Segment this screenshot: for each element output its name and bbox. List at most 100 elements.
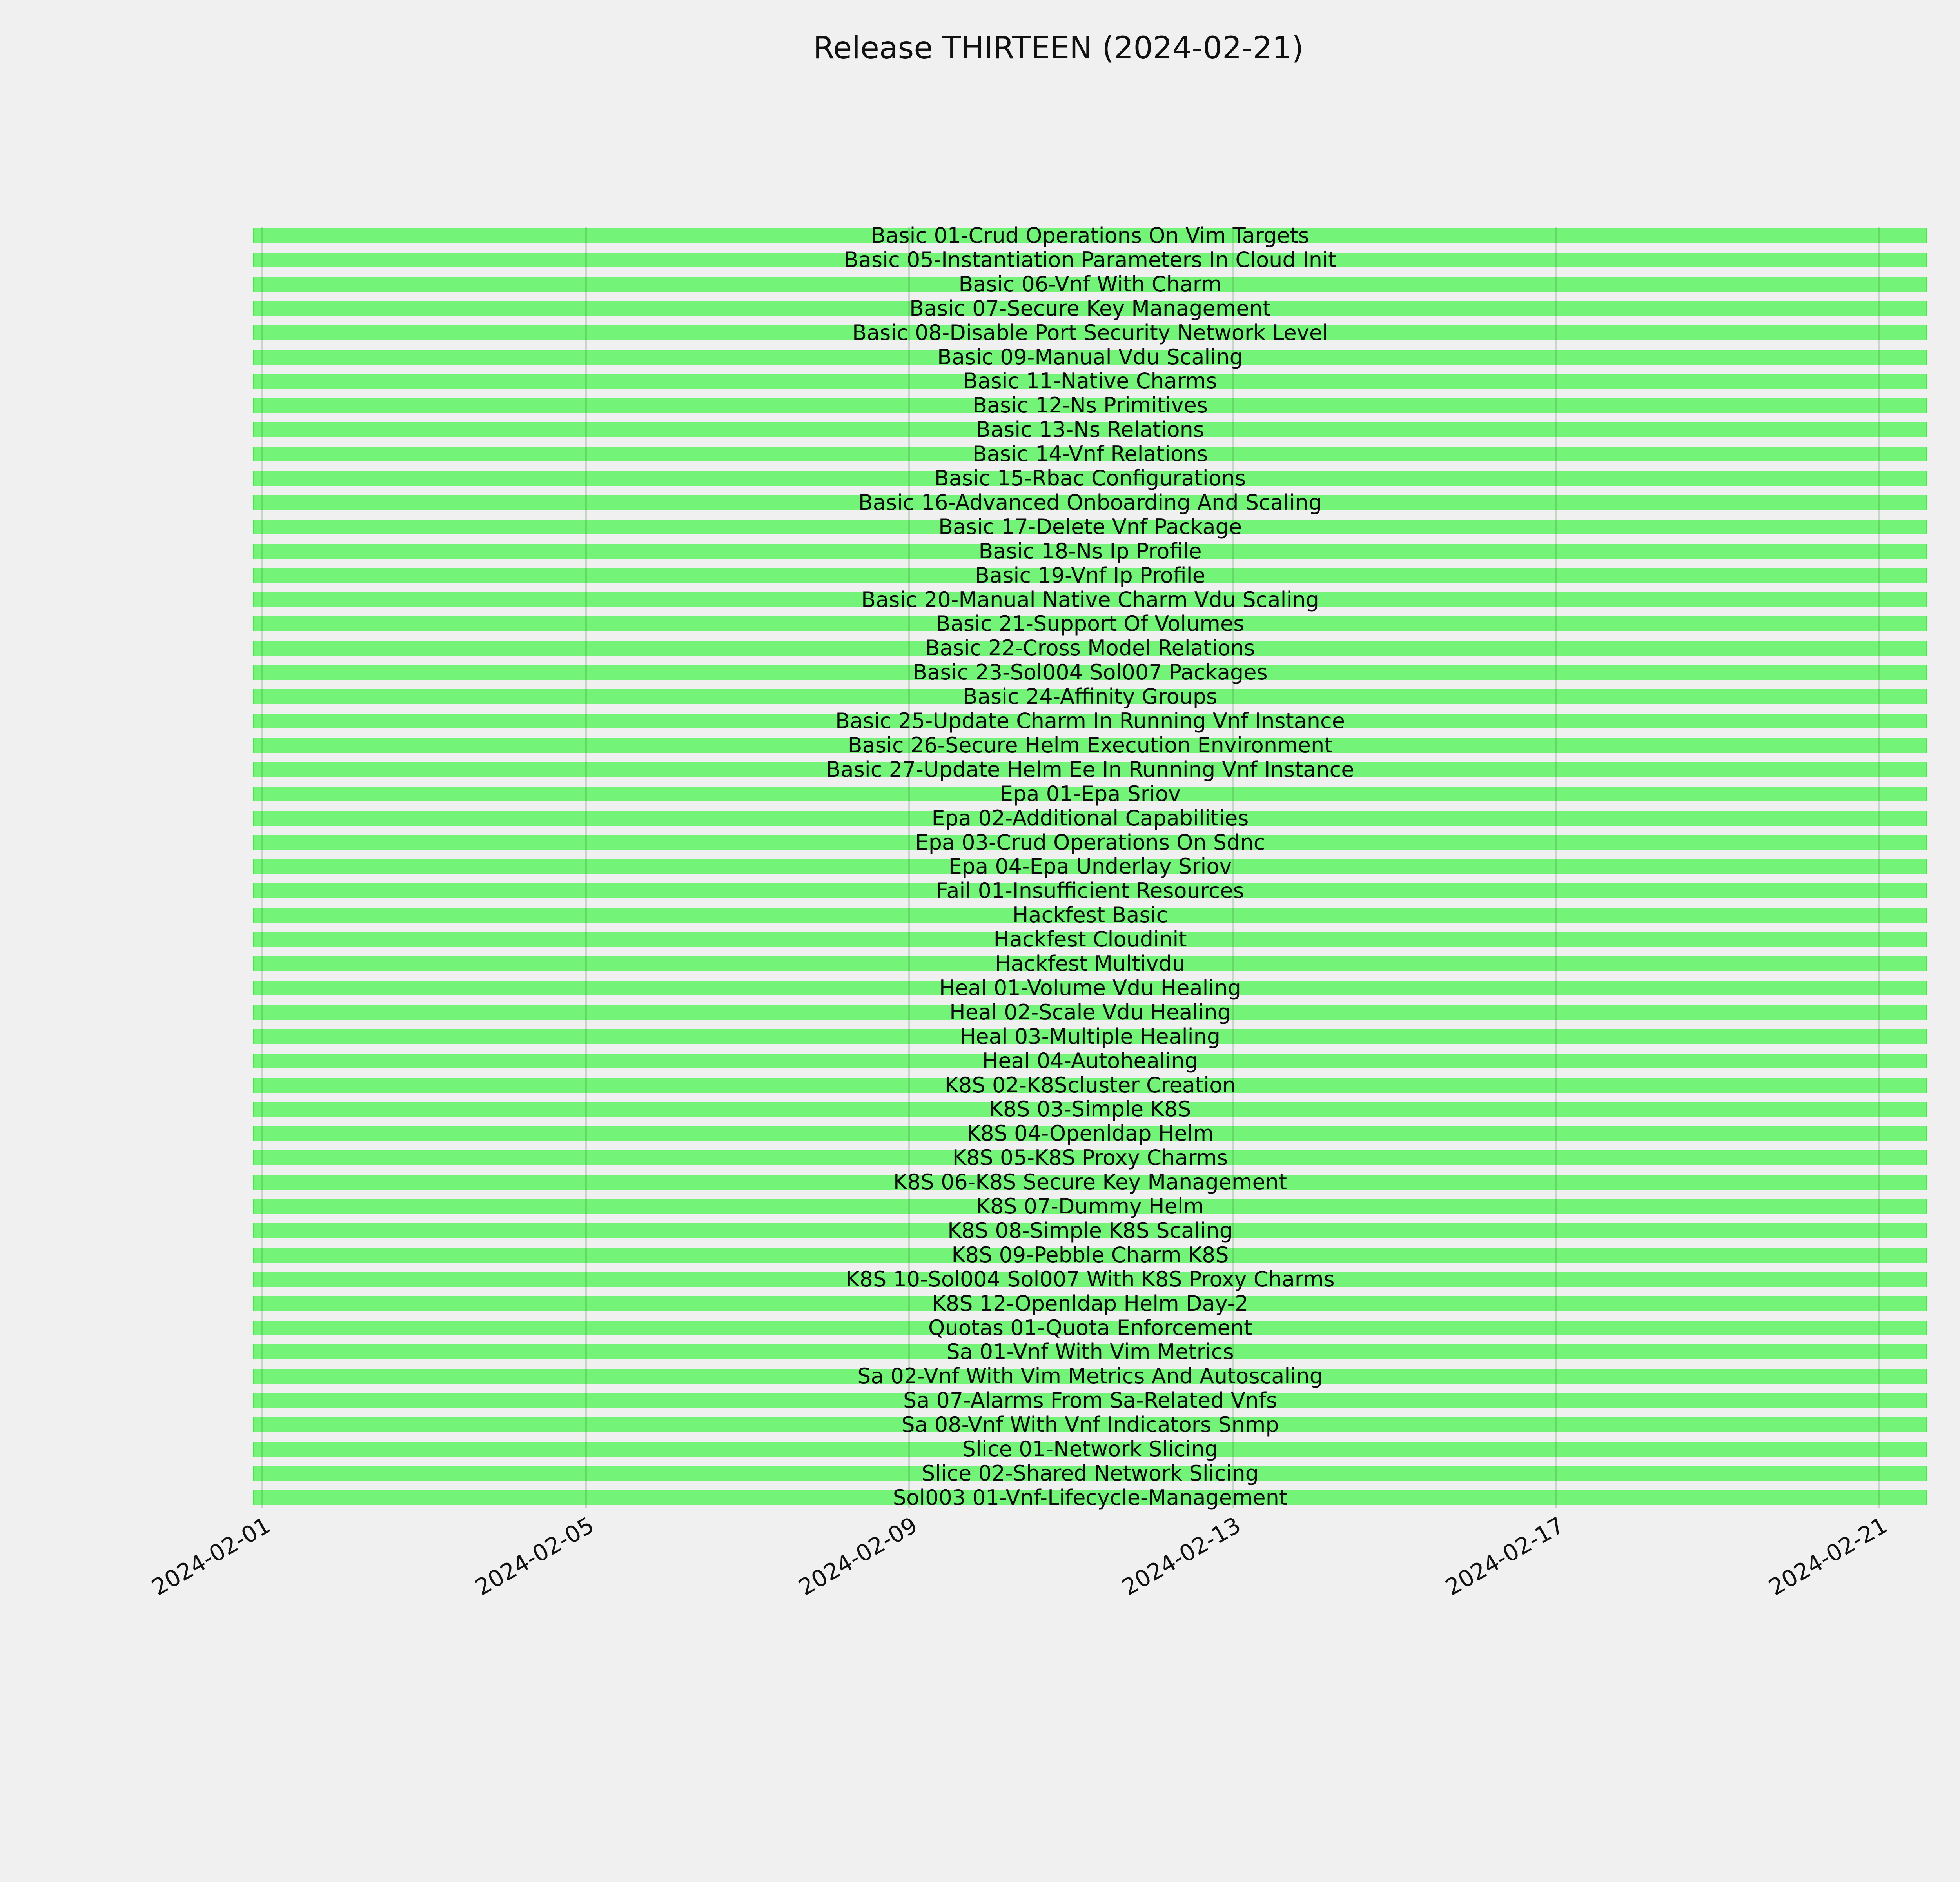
gantt-bar: Sa 02-Vnf With Vim Metrics And Autoscali… — [253, 1364, 1927, 1388]
gantt-bar: Basic 20-Manual Native Charm Vdu Scaling — [253, 587, 1927, 612]
gantt-bar: Heal 01-Volume Vdu Healing — [253, 976, 1927, 1000]
gantt-bar: Basic 05-Instantiation Parameters In Clo… — [253, 249, 1927, 271]
gantt-bar-label: Basic 17-Delete Vnf Package — [938, 514, 1242, 539]
gantt-bar: Basic 06-Vnf With Charm — [253, 272, 1927, 296]
gantt-bar: Epa 02-Additional Capabilities — [253, 806, 1927, 830]
gantt-bar-label: K8S 08-Simple K8S Scaling — [947, 1218, 1233, 1243]
gantt-bar-label: Basic 13-Ns Relations — [976, 417, 1204, 442]
gantt-bar: Epa 04-Epa Underlay Sriov — [253, 854, 1927, 879]
date-gridline — [908, 227, 910, 1508]
gantt-bar-label: Epa 03-Crud Operations On Sdnc — [915, 830, 1265, 855]
gantt-bar: K8S 05-K8S Proxy Charms — [253, 1145, 1927, 1170]
gantt-bar: K8S 10-Sol004 Sol007 With K8S Proxy Char… — [253, 1267, 1927, 1292]
gantt-bar: K8S 06-K8S Secure Key Management — [253, 1170, 1927, 1194]
gantt-bar-label: Basic 19-Vnf Ip Profile — [975, 563, 1205, 588]
gantt-bar: Basic 17-Delete Vnf Package — [253, 514, 1927, 539]
gantt-bar: Basic 15-Rbac Configurations — [253, 468, 1927, 489]
gantt-bar: Basic 09-Manual Vdu Scaling — [253, 347, 1927, 368]
gantt-bar-label: Basic 27-Update Helm Ee In Running Vnf I… — [826, 757, 1354, 782]
gantt-bar-label: Epa 01-Epa Sriov — [1000, 781, 1181, 806]
gantt-bar-label: Slice 02-Shared Network Slicing — [922, 1461, 1259, 1486]
gantt-bar: Basic 11-Native Charms — [253, 369, 1927, 393]
gantt-bar-label: Basic 22-Cross Model Relations — [925, 636, 1255, 660]
gantt-bar-label: Basic 24-Affinity Groups — [963, 684, 1218, 709]
gantt-bar-label: Hackfest Basic — [1012, 903, 1168, 927]
gantt-bar: Fail 01-Insufficient Resources — [253, 880, 1927, 901]
gantt-bar: Basic 01-Crud Operations On Vim Targets — [253, 223, 1927, 248]
x-tick-label: 2024-02-13 — [1117, 1511, 1245, 1601]
gantt-bar: K8S 12-Openldap Helm Day-2 — [253, 1291, 1927, 1316]
gantt-bar: Basic 24-Affinity Groups — [253, 684, 1927, 709]
date-gridline — [585, 227, 587, 1508]
gantt-bar: Heal 04-Autohealing — [253, 1048, 1927, 1073]
gantt-bar-label: Basic 08-Disable Port Security Network L… — [852, 320, 1328, 345]
gantt-bar-label: Basic 21-Support Of Volumes — [936, 611, 1245, 636]
gantt-bar: K8S 03-Simple K8S — [253, 1097, 1927, 1121]
date-gridline — [1555, 227, 1557, 1508]
gantt-bar-label: Basic 01-Crud Operations On Vim Targets — [871, 223, 1309, 248]
x-tick-label: 2024-02-01 — [147, 1511, 275, 1601]
gantt-bar-label: Basic 20-Manual Native Charm Vdu Scaling — [861, 587, 1319, 612]
gantt-bar-label: Basic 06-Vnf With Charm — [958, 272, 1222, 296]
gantt-bar-label: Hackfest Multivdu — [995, 951, 1185, 976]
gantt-bar: Epa 03-Crud Operations On Sdnc — [253, 830, 1927, 855]
gantt-bar-label: Heal 04-Autohealing — [982, 1048, 1198, 1073]
x-tick-label: 2024-02-05 — [470, 1511, 599, 1601]
gantt-bar-label: Basic 18-Ns Ip Profile — [978, 539, 1202, 563]
gantt-bar-label: Basic 12-Ns Primitives — [973, 393, 1208, 418]
date-gridline — [1878, 227, 1880, 1508]
gantt-bar-label: K8S 03-Simple K8S — [989, 1097, 1191, 1121]
x-tick-label: 2024-02-21 — [1764, 1511, 1892, 1601]
gantt-bar: Sa 01-Vnf With Vim Metrics — [253, 1339, 1927, 1364]
gantt-bar: K8S 07-Dummy Helm — [253, 1194, 1927, 1219]
gantt-bar: Heal 02-Scale Vdu Healing — [253, 1002, 1927, 1023]
gantt-bar-label: Hackfest Cloudinit — [993, 927, 1187, 952]
gantt-bar-label: K8S 06-K8S Secure Key Management — [893, 1170, 1287, 1194]
gantt-bar-label: Sa 02-Vnf With Vim Metrics And Autoscali… — [857, 1364, 1323, 1388]
gantt-bar: Basic 07-Secure Key Management — [253, 296, 1927, 321]
gantt-bar-label: Quotas 01-Quota Enforcement — [928, 1315, 1252, 1340]
gantt-bar: Basic 08-Disable Port Security Network L… — [253, 320, 1927, 345]
gantt-bar: Hackfest Multivdu — [253, 951, 1927, 976]
gantt-bar: Slice 01-Network Slicing — [253, 1439, 1927, 1460]
gantt-bar: Quotas 01-Quota Enforcement — [253, 1315, 1927, 1340]
gantt-bar: Sol003 01-Vnf-Lifecycle-Management — [253, 1485, 1927, 1510]
gantt-bar: Basic 26-Secure Helm Execution Environme… — [253, 735, 1927, 756]
gantt-bar-label: Basic 14-Vnf Relations — [972, 441, 1208, 466]
gantt-bar: Epa 01-Epa Sriov — [253, 781, 1927, 806]
gantt-bar-label: K8S 10-Sol004 Sol007 With K8S Proxy Char… — [846, 1267, 1335, 1292]
gantt-bar-label: K8S 12-Openldap Helm Day-2 — [932, 1291, 1249, 1316]
x-tick-label: 2024-02-17 — [1441, 1511, 1569, 1601]
gantt-bar: K8S 02-K8Scluster Creation — [253, 1073, 1927, 1097]
x-tick-label: 2024-02-09 — [794, 1511, 922, 1601]
gantt-bar: Heal 03-Multiple Healing — [253, 1024, 1927, 1049]
gantt-bar-label: Epa 02-Additional Capabilities — [931, 806, 1249, 830]
gantt-bar-label: K8S 05-K8S Proxy Charms — [952, 1145, 1228, 1170]
gantt-bar-label: Epa 04-Epa Underlay Sriov — [948, 854, 1232, 879]
gantt-bar-label: K8S 09-Pebble Charm K8S — [951, 1243, 1229, 1267]
gantt-bar-label: K8S 07-Dummy Helm — [976, 1194, 1204, 1219]
gantt-bar-label: K8S 02-K8Scluster Creation — [944, 1073, 1236, 1097]
gantt-bar: K8S 09-Pebble Charm K8S — [253, 1243, 1927, 1267]
gantt-bar: Basic 19-Vnf Ip Profile — [253, 563, 1927, 588]
gantt-bar-label: Basic 16-Advanced Onboarding And Scaling — [858, 490, 1322, 515]
gantt-bar-label: Sa 08-Vnf With Vnf Indicators Snmp — [901, 1412, 1279, 1437]
gantt-bar: Hackfest Cloudinit — [253, 927, 1927, 952]
gantt-bar-label: Sa 01-Vnf With Vim Metrics — [946, 1339, 1234, 1364]
gantt-bar: K8S 04-Openldap Helm — [253, 1123, 1927, 1144]
gantt-bar: Sa 07-Alarms From Sa-Related Vnfs — [253, 1388, 1927, 1413]
chart-title: Release THIRTEEN (2024-02-21) — [813, 31, 1304, 66]
gantt-bar-label: Heal 03-Multiple Healing — [960, 1024, 1221, 1049]
gantt-bar: Basic 12-Ns Primitives — [253, 393, 1927, 418]
gantt-bar: Basic 16-Advanced Onboarding And Scaling — [253, 490, 1927, 515]
gantt-bar-label: Sa 07-Alarms From Sa-Related Vnfs — [903, 1388, 1278, 1413]
gantt-bar-label: Sol003 01-Vnf-Lifecycle-Management — [893, 1485, 1288, 1510]
gantt-bar-label: Basic 11-Native Charms — [963, 369, 1217, 393]
gantt-bar: Sa 08-Vnf With Vnf Indicators Snmp — [253, 1412, 1927, 1437]
gantt-bar-label: Heal 01-Volume Vdu Healing — [939, 976, 1241, 1000]
gantt-bar: Basic 23-Sol004 Sol007 Packages — [253, 662, 1927, 683]
gantt-bar: Basic 18-Ns Ip Profile — [253, 539, 1927, 563]
gantt-bar-label: Basic 07-Secure Key Management — [909, 296, 1271, 321]
